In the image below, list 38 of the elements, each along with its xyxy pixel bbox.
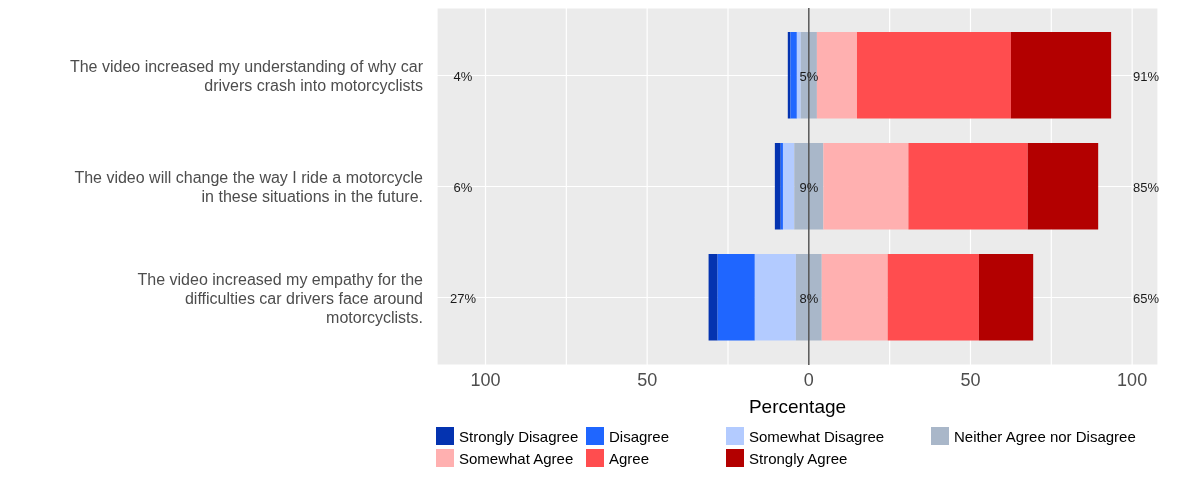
x-tick-label: 50 (960, 369, 981, 390)
legend-label: Strongly Agree (749, 449, 848, 467)
bar (856, 32, 1011, 119)
legend-label: Strongly Disagree (459, 427, 579, 445)
annotation: 85% (1132, 179, 1160, 194)
y-tick-label: The video increased my understanding of why car drivers crash into motorcyclists (69, 57, 424, 94)
legend-label: Somewhat Disagree (749, 427, 885, 445)
bar (823, 143, 909, 230)
bar (708, 254, 718, 341)
legend-label: Somewhat Agree (459, 449, 574, 467)
legend-label: Agree (609, 449, 650, 467)
bar (978, 254, 1034, 341)
bar (774, 143, 781, 230)
x-tick-label: 0 (803, 369, 814, 390)
y-tick-label: The video will change the way I ride a motorcycle in these situations in the future. (74, 168, 424, 205)
x-tick-label: 50 (637, 369, 658, 390)
bar (816, 32, 857, 119)
annotation: 4% (453, 68, 473, 83)
bar (790, 32, 797, 119)
x-axis-title: Percentage (747, 395, 848, 419)
bar (1010, 32, 1112, 119)
bar (887, 254, 979, 341)
x-tick-label: 100 (1117, 369, 1148, 390)
y-tick-label: The video increased my empathy for the difficulties car drivers face around motorcyclists. (137, 270, 424, 325)
legend-label: Neither Agree nor Disagree (954, 427, 1136, 445)
bar (796, 32, 801, 119)
annotation: 6% (453, 179, 473, 194)
bar (908, 143, 1028, 230)
x-tick-label: 100 (470, 369, 501, 390)
annotation: 65% (1132, 290, 1160, 305)
bar (782, 143, 795, 230)
annotation: 91% (1132, 68, 1160, 83)
bar (717, 254, 755, 341)
bar (1027, 143, 1099, 230)
bar (754, 254, 796, 341)
bar (821, 254, 888, 341)
legend-label: Disagree (609, 427, 670, 445)
annotation: 27% (449, 290, 477, 305)
